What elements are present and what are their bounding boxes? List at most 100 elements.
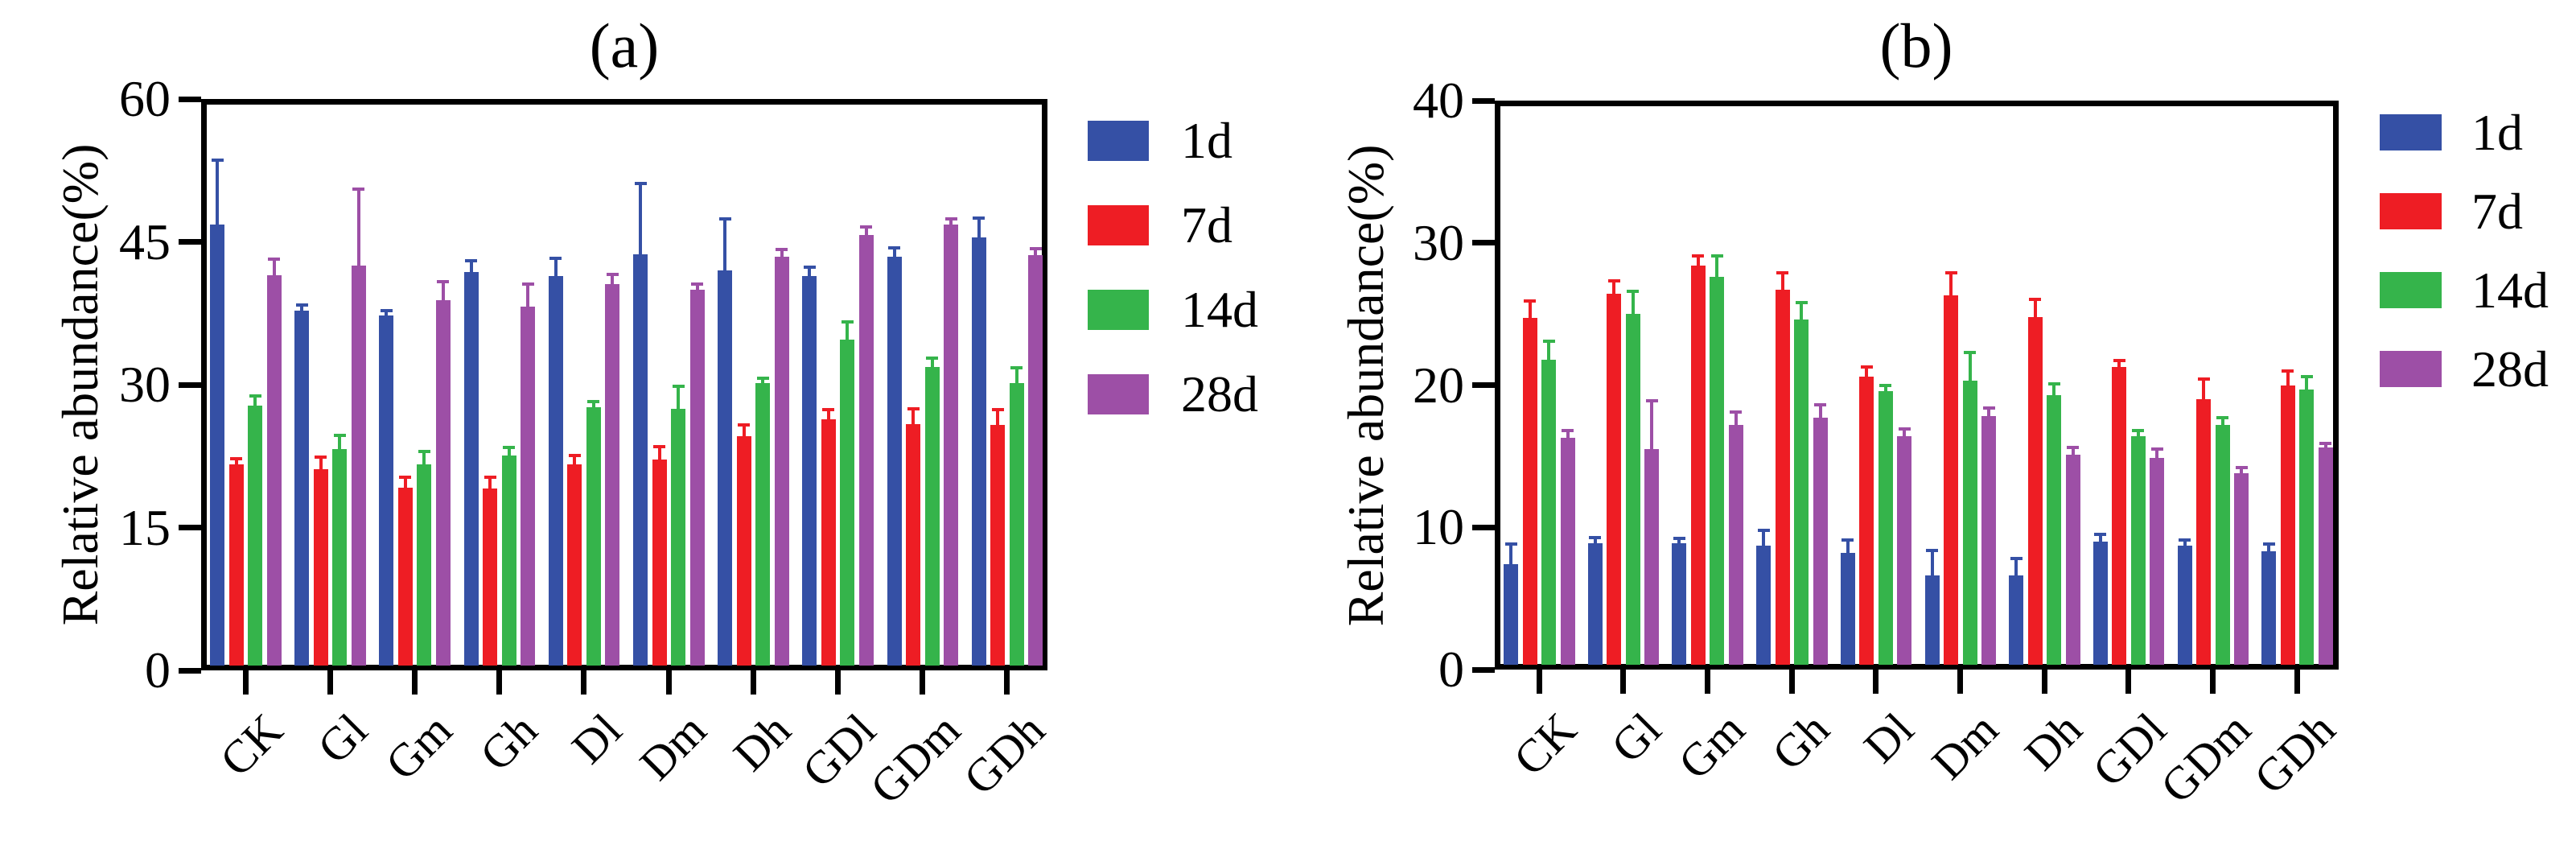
error-bar-cap-b-Gm-7d	[1692, 254, 1705, 258]
x-category-label-b-Dm: Dm	[1921, 703, 2008, 789]
bar-a-Gh-1d	[463, 272, 479, 666]
bar-b-GDm-28d	[2234, 473, 2249, 665]
error-bar-b-Gm-14d	[1715, 255, 1719, 287]
bar-a-Dl-14d	[586, 407, 601, 666]
error-bar-cap-b-Gl-28d	[1645, 398, 1658, 402]
error-bar-cap-a-GDm-14d	[926, 356, 939, 360]
error-bar-a-Gh-7d	[488, 476, 492, 498]
error-bar-b-Gm-7d	[1696, 255, 1700, 276]
legend-swatch-a-28d	[1088, 374, 1149, 414]
error-bar-cap-a-Gm-28d	[437, 280, 450, 284]
error-bar-cap-a-GDl-28d	[860, 225, 873, 229]
error-bar-b-Gl-7d	[1612, 281, 1616, 304]
y-tick-mark-b-40	[1472, 97, 1495, 104]
x-tick-mark-a-Gl	[327, 670, 333, 695]
error-bar-b-Dh-1d	[2014, 559, 2018, 586]
error-bar-b-Dm-1d	[1930, 550, 1934, 586]
bar-b-CK-14d	[1541, 359, 1556, 665]
error-bar-a-Dl-1d	[553, 258, 558, 287]
x-category-label-a-Gm: Gm	[376, 703, 463, 790]
error-bar-cap-a-Gh-14d	[503, 446, 516, 450]
error-bar-cap-a-Gm-14d	[418, 449, 430, 453]
bar-b-Dm-1d	[1924, 575, 1940, 665]
x-category-label-a-Gl: Gl	[307, 703, 378, 774]
bar-a-GDh-28d	[1028, 255, 1043, 666]
bar-a-GDh-1d	[971, 237, 986, 666]
y-tick-mark-a-15	[179, 525, 201, 530]
bar-b-Gl-14d	[1625, 314, 1640, 665]
legend-label-b-28d: 28d	[2471, 340, 2549, 398]
error-bar-cap-a-Gh-1d	[465, 259, 478, 263]
error-bar-a-Dm-7d	[657, 446, 661, 470]
bar-b-Gh-7d	[1775, 290, 1790, 665]
legend-label-a-7d: 7d	[1181, 196, 1232, 254]
chart-b-title: (b)	[1879, 10, 1953, 80]
error-bar-cap-b-Dm-1d	[1926, 548, 1938, 552]
bar-b-Gm-1d	[1672, 542, 1687, 665]
error-bar-a-Gl-28d	[356, 189, 360, 276]
error-bar-cap-b-Dl-28d	[1898, 427, 1911, 431]
y-tick-label-b-30: 30	[1413, 213, 1464, 271]
error-bar-cap-a-GDm-28d	[944, 217, 957, 221]
bar-b-Dm-28d	[1981, 416, 1996, 665]
error-bar-b-GDh-14d	[2305, 376, 2309, 399]
bar-a-Gl-1d	[294, 310, 310, 666]
bar-b-Dh-14d	[2047, 394, 2062, 665]
bar-a-CK-28d	[266, 274, 282, 666]
error-bar-cap-b-Dh-14d	[2047, 381, 2060, 385]
x-tick-mark-a-Dm	[665, 670, 672, 695]
error-bar-a-Dh-1d	[723, 219, 727, 280]
x-category-label-b-Gm: Gm	[1669, 703, 1755, 789]
bar-b-Dh-7d	[2027, 316, 2043, 665]
x-category-label-b-GDm: GDm	[2150, 703, 2261, 814]
bar-a-GDm-7d	[906, 423, 921, 666]
bar-b-CK-1d	[1504, 564, 1518, 665]
error-bar-b-CK-1d	[1509, 544, 1512, 575]
error-bar-cap-a-Gl-1d	[295, 303, 308, 307]
bar-b-GDh-1d	[2261, 551, 2277, 665]
bar-b-GDh-7d	[2280, 385, 2295, 665]
chart-a-title: (a)	[589, 10, 660, 80]
bar-a-Gl-14d	[332, 449, 348, 666]
x-tick-mark-b-GDh	[2294, 670, 2300, 694]
error-bar-cap-a-Dl-28d	[606, 272, 619, 276]
error-bar-cap-b-GDh-7d	[2282, 369, 2294, 373]
bar-a-Gh-7d	[483, 488, 498, 666]
error-bar-b-Gl-28d	[1650, 400, 1654, 460]
bar-a-Dm-1d	[633, 254, 648, 666]
bar-b-Gm-7d	[1690, 266, 1706, 665]
error-bar-cap-b-Gh-1d	[1757, 528, 1770, 532]
y-tick-mark-a-60	[179, 96, 201, 102]
y-tick-label-a-15: 15	[119, 498, 171, 556]
y-tick-mark-a-30	[179, 381, 201, 388]
bar-b-Dl-7d	[1859, 376, 1874, 665]
bar-a-Gl-28d	[351, 266, 366, 666]
error-bar-cap-a-CK-7d	[230, 457, 242, 461]
bar-a-Gh-14d	[501, 455, 516, 666]
legend-label-b-7d: 7d	[2471, 182, 2523, 240]
error-bar-cap-b-Gm-1d	[1673, 537, 1685, 541]
legend-label-a-28d: 28d	[1181, 365, 1258, 423]
legend-swatch-a-14d	[1088, 290, 1149, 330]
error-bar-a-GDh-7d	[996, 409, 1000, 435]
error-bar-cap-a-GDl-14d	[841, 319, 854, 324]
x-category-label-b-Dl: Dl	[1853, 703, 1924, 773]
error-bar-b-GDh-7d	[2286, 370, 2290, 395]
legend-swatch-a-1d	[1088, 121, 1149, 161]
bar-a-GDl-28d	[858, 235, 874, 666]
bar-b-GDm-7d	[2196, 399, 2212, 665]
bar-a-Dh-14d	[755, 382, 771, 666]
x-category-label-a-Gh: Gh	[469, 703, 547, 781]
x-tick-mark-a-GDl	[834, 670, 841, 695]
error-bar-cap-b-Gm-14d	[1710, 254, 1723, 258]
legend-label-b-1d: 1d	[2471, 103, 2523, 161]
x-category-label-a-Dh: Dh	[723, 703, 801, 781]
x-category-label-b-GDh: GDh	[2243, 703, 2345, 804]
error-bar-cap-b-GDl-7d	[2113, 359, 2125, 363]
bar-b-GDm-14d	[2215, 424, 2230, 665]
error-bar-cap-b-Gl-14d	[1627, 289, 1640, 293]
bar-a-GDm-28d	[944, 225, 959, 666]
x-tick-mark-a-Dh	[750, 670, 756, 695]
bar-b-Gm-14d	[1710, 277, 1725, 665]
x-category-label-b-CK: CK	[1504, 703, 1587, 786]
